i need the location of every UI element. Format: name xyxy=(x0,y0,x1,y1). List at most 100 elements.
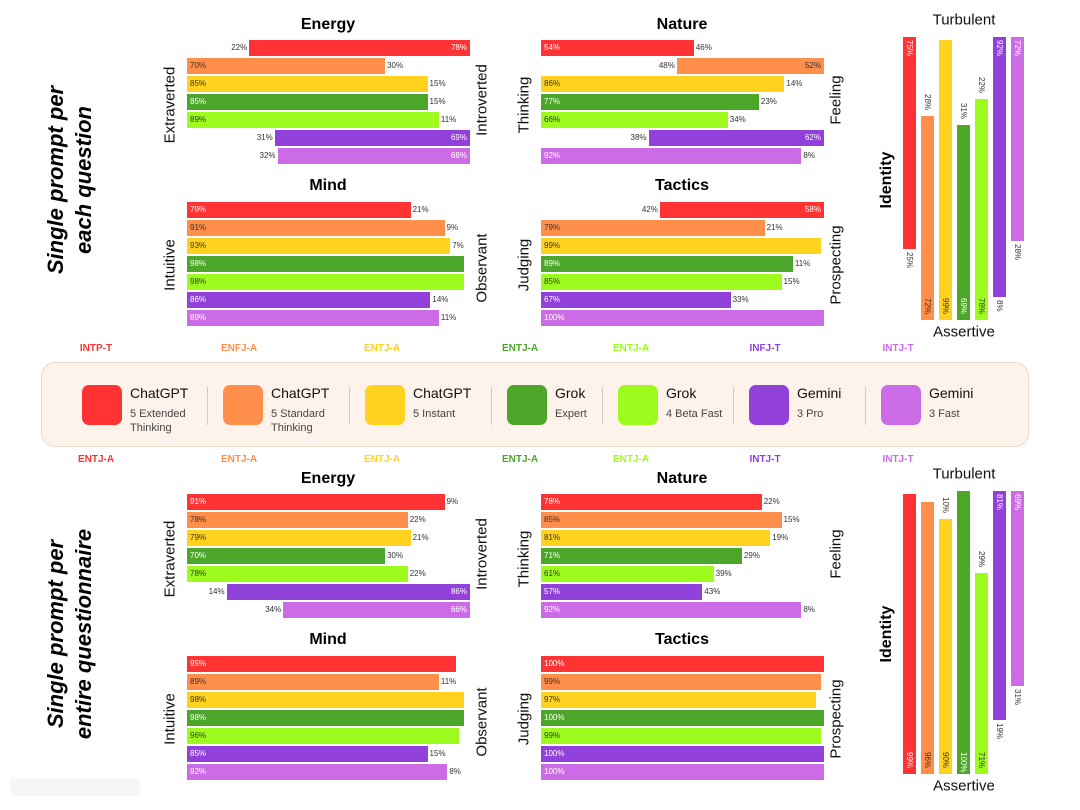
nature-value-label: 38% xyxy=(630,133,647,142)
nature-bar xyxy=(541,512,782,528)
mind-value-label: 96% xyxy=(190,731,207,740)
energy-value-label: 79% xyxy=(190,533,207,542)
tactics-value-label: 85% xyxy=(544,277,561,286)
mind-title: Mind xyxy=(309,631,347,648)
energy-value-label: 11% xyxy=(440,115,457,124)
legend-divider xyxy=(207,387,208,425)
identity-value-label: 81% xyxy=(995,494,1004,511)
legend-swatch xyxy=(82,385,122,425)
nature-bar xyxy=(541,602,802,618)
tactics-value-label: 97% xyxy=(544,695,561,704)
tactics-value-label: 100% xyxy=(544,749,565,758)
identity-value-label: 31% xyxy=(1013,689,1022,706)
tactics-value-label: 79% xyxy=(544,223,561,232)
nature-value-label: 22% xyxy=(763,497,780,506)
tactics-bar xyxy=(541,256,793,272)
tactics-right-label: Prospecting xyxy=(827,225,845,305)
nature-value-label: 19% xyxy=(772,533,789,542)
identity-value-label: 71% xyxy=(977,752,986,769)
mind-value-label: 93% xyxy=(190,241,207,250)
nature-right-label: Feeling xyxy=(827,529,845,579)
nature-bar xyxy=(541,584,703,600)
mind-bar xyxy=(187,692,465,708)
tactics-value-label: 89% xyxy=(544,259,561,268)
identity-bottom-label: Assertive xyxy=(933,777,995,795)
mind-value-label: 86% xyxy=(190,295,207,304)
nature-value-label: 15% xyxy=(783,515,800,524)
legend-model-name: Grok xyxy=(666,385,697,401)
energy-value-label: 32% xyxy=(259,151,276,160)
energy-value-label: 14% xyxy=(208,587,225,596)
energy-bar xyxy=(249,40,470,56)
energy-right-label: Introverted xyxy=(473,64,491,136)
identity-value-label: 99% xyxy=(905,752,914,769)
energy-value-label: 68% xyxy=(450,151,467,160)
tactics-value-label: 58% xyxy=(804,205,821,214)
tactics-value-label: 100% xyxy=(544,767,565,776)
mind-value-label: 89% xyxy=(190,677,207,686)
legend-model-name: Gemini xyxy=(797,385,842,401)
energy-bar xyxy=(274,130,470,146)
watermark-logo xyxy=(10,778,140,796)
nature-value-label: 29% xyxy=(743,551,760,560)
energy-value-label: 86% xyxy=(450,587,467,596)
tactics-bar xyxy=(541,274,782,290)
identity-value-label: 8% xyxy=(995,300,1004,312)
tactics-bar xyxy=(541,764,824,780)
energy-bar xyxy=(283,602,470,618)
identity-value-label: 69% xyxy=(1013,494,1022,511)
mind-bar xyxy=(187,764,448,780)
nature-value-label: 23% xyxy=(760,97,777,106)
identity-bar xyxy=(921,116,934,320)
legend-model-version: Expert xyxy=(555,408,587,420)
identity-value-label: 92% xyxy=(995,40,1004,57)
tactics-value-label: 100% xyxy=(544,313,565,322)
identity-value-label: 75% xyxy=(905,40,914,57)
tactics-bar xyxy=(541,310,824,326)
energy-bar xyxy=(187,76,428,92)
nature-bar xyxy=(541,148,802,164)
tactics-bar xyxy=(541,674,822,690)
legend-model-version: 5 Instant xyxy=(413,408,456,420)
tactics-bar xyxy=(541,220,765,236)
nature-value-label: 77% xyxy=(544,97,561,106)
tactics-value-label: 33% xyxy=(732,295,749,304)
identity-value-label: 29% xyxy=(977,551,986,568)
identity-value-label: 22% xyxy=(977,77,986,94)
mind-value-label: 79% xyxy=(190,205,207,214)
mind-bar xyxy=(187,238,451,254)
identity-value-label: 78% xyxy=(977,298,986,315)
legend-swatch xyxy=(618,385,658,425)
energy-bar xyxy=(187,530,411,546)
legend-model-version: 4 Beta Fast xyxy=(666,408,723,420)
personality-type-label: INTJ-T xyxy=(749,454,781,465)
mind-title: Mind xyxy=(309,177,347,194)
nature-value-label: 8% xyxy=(803,151,815,160)
tactics-value-label: 100% xyxy=(544,659,565,668)
tactics-right-label: Prospecting xyxy=(827,679,845,759)
nature-left-label: Thinking xyxy=(515,76,533,134)
energy-value-label: 91% xyxy=(190,497,207,506)
tactics-bar xyxy=(541,238,822,254)
energy-value-label: 78% xyxy=(450,43,467,52)
energy-bar xyxy=(187,566,408,582)
nature-bar xyxy=(541,530,771,546)
legend-divider xyxy=(733,387,734,425)
identity-bar xyxy=(939,519,952,774)
energy-bar xyxy=(187,112,439,128)
energy-value-label: 78% xyxy=(190,515,207,524)
nature-right-label: Feeling xyxy=(827,75,845,125)
identity-bar xyxy=(1011,37,1024,241)
nature-left-label: Thinking xyxy=(515,530,533,588)
nature-value-label: 8% xyxy=(803,605,815,614)
energy-value-label: 22% xyxy=(409,569,426,578)
mind-bar xyxy=(187,202,411,218)
section-title-line: entire questionnaire xyxy=(71,528,96,740)
tactics-left-label: Judging xyxy=(515,692,533,746)
energy-left-label: Extraverted xyxy=(161,520,179,598)
mind-value-label: 21% xyxy=(412,205,429,214)
energy-value-label: 21% xyxy=(412,533,429,542)
identity-bar xyxy=(903,37,916,250)
identity-bar xyxy=(993,491,1006,721)
legend-model-version: 3 Fast xyxy=(929,408,960,420)
